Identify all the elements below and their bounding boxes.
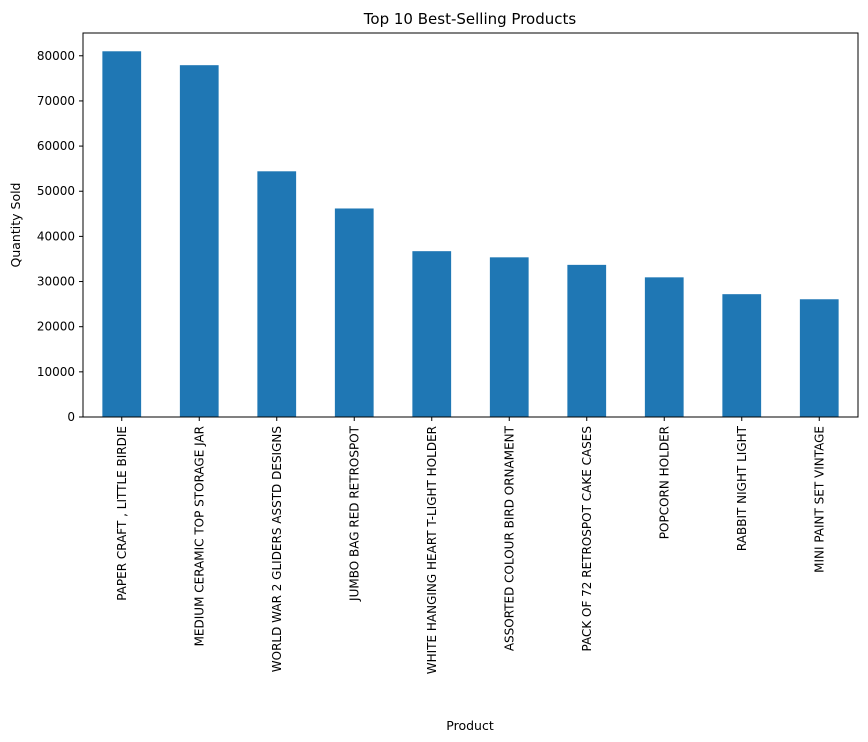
y-axis-label: Quantity Sold: [8, 183, 23, 268]
bar-4: [334, 208, 374, 417]
x-tick-label: ASSORTED COLOUR BIRD ORNAMENT: [502, 425, 516, 651]
x-tick-label: POPCORN HOLDER: [657, 426, 671, 539]
bar-7: [567, 264, 607, 417]
y-tick-label: 20000: [37, 320, 75, 334]
x-tick-label: PACK OF 72 RETROSPOT CAKE CASES: [580, 426, 594, 652]
y-tick-label: 50000: [37, 184, 75, 198]
bar-10: [799, 299, 839, 417]
chart-title: Top 10 Best-Selling Products: [363, 10, 577, 28]
y-tick-label: 60000: [37, 139, 75, 153]
plot-frame: [82, 32, 859, 418]
y-tick-label: 0: [67, 410, 75, 424]
x-tick-label: RABBIT NIGHT LIGHT: [735, 425, 749, 551]
x-tick-label: PAPER CRAFT , LITTLE BIRDIE: [115, 426, 129, 601]
bar-1: [102, 51, 142, 417]
bar-6: [489, 257, 529, 417]
bar-8: [644, 277, 684, 417]
y-tick-label: 10000: [37, 365, 75, 379]
y-tick-label: 80000: [37, 49, 75, 63]
bar-5: [412, 251, 452, 417]
bar-9: [722, 294, 762, 417]
x-axis-label: Product: [446, 718, 494, 733]
bars-group: [102, 51, 839, 418]
y-tick-label: 40000: [37, 229, 75, 243]
x-axis-ticks: PAPER CRAFT , LITTLE BIRDIE MEDIUM CERAMI…: [115, 417, 826, 674]
bar-2: [179, 65, 219, 418]
y-tick-label: 70000: [37, 94, 75, 108]
y-tick-label: 30000: [37, 275, 75, 289]
x-tick-label: MEDIUM CERAMIC TOP STORAGE JAR: [192, 426, 206, 646]
x-tick-label: MINI PAINT SET VINTAGE: [812, 426, 826, 573]
x-tick-label: WHITE HANGING HEART T-LIGHT HOLDER: [425, 426, 439, 674]
x-tick-label: WORLD WAR 2 GLIDERS ASSTD DESIGNS: [270, 426, 284, 672]
y-axis-ticks: 0 10000 20000 30000 40000 50000 60000 70000 8000…: [37, 49, 83, 424]
x-tick-label: JUMBO BAG RED RETROSPOT: [347, 425, 361, 602]
bar-3: [257, 171, 297, 417]
